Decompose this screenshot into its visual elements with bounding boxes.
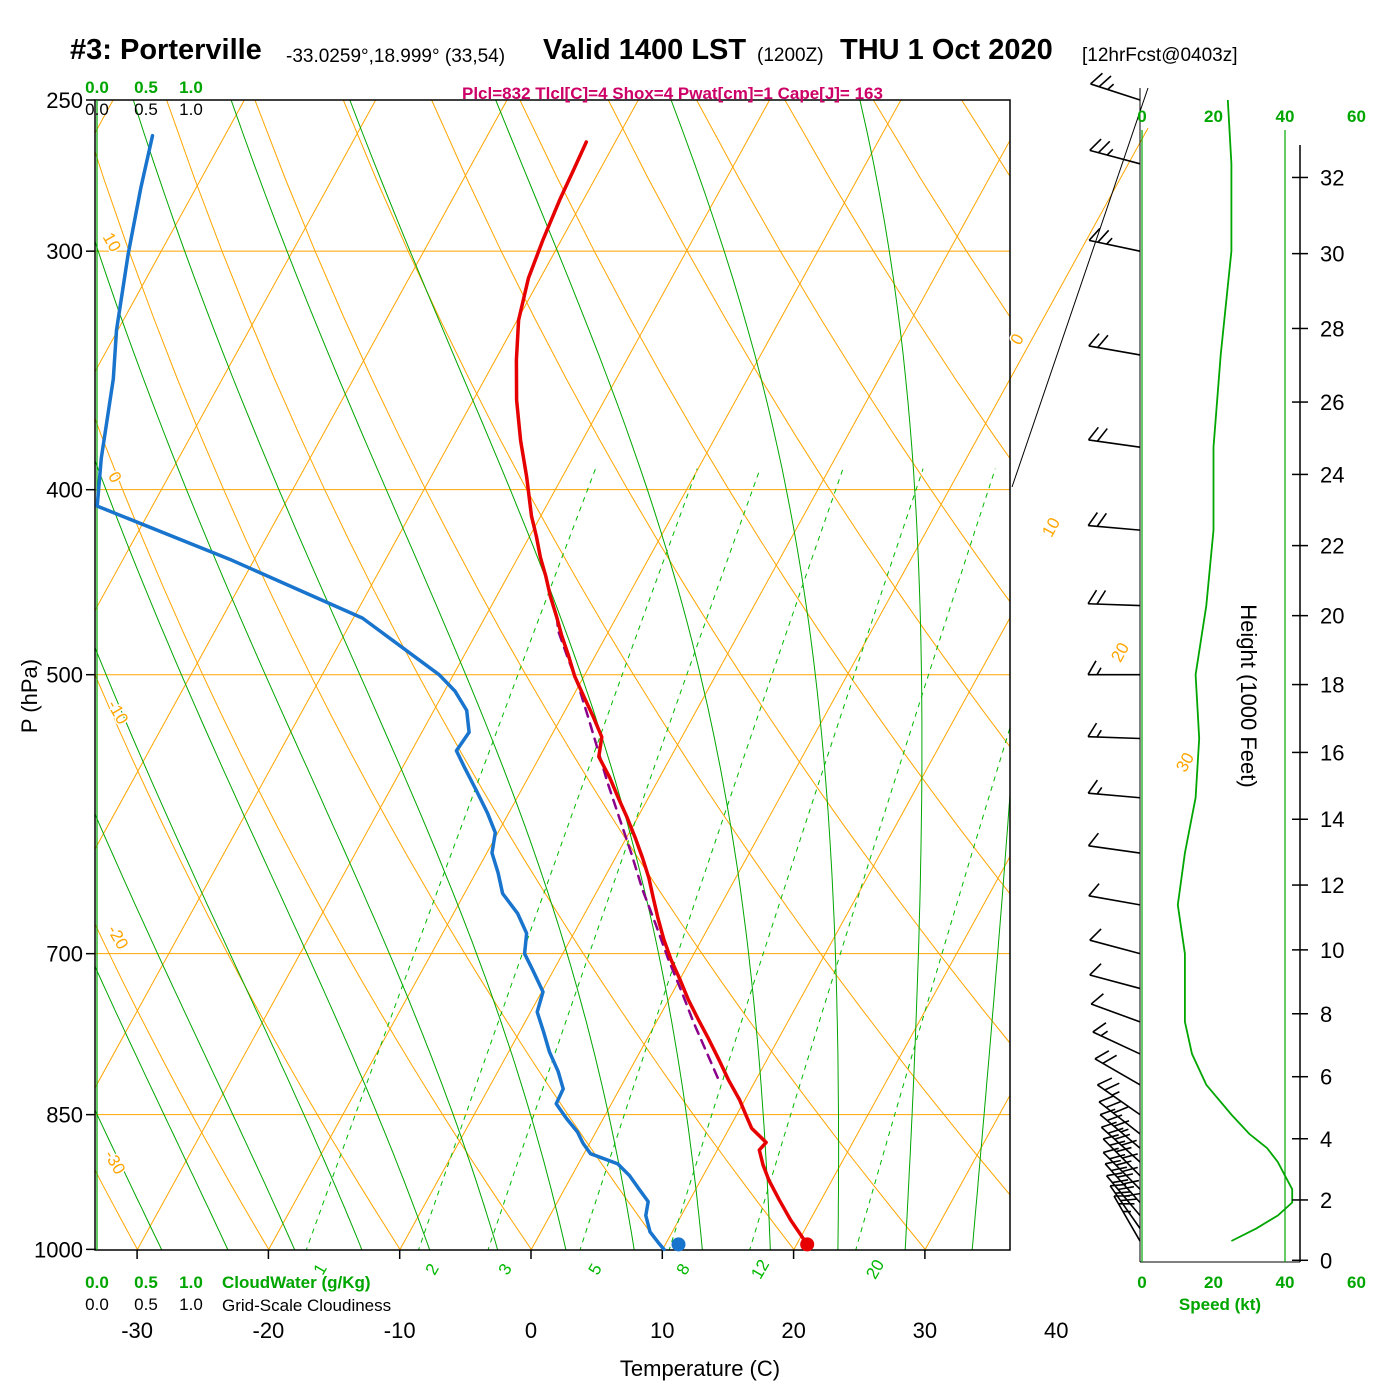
forecast-tag: [12hrFcst@0403z] (1082, 45, 1238, 66)
svg-text:30: 30 (913, 1318, 937, 1343)
svg-text:400: 400 (46, 478, 83, 503)
svg-text:60: 60 (1347, 1273, 1366, 1292)
height-axis-title: Height (1000 Feet) (1236, 604, 1261, 788)
svg-text:-20: -20 (253, 1318, 285, 1343)
sounding-curves (95, 133, 815, 1252)
svg-text:18: 18 (1320, 673, 1344, 698)
svg-text:700: 700 (46, 942, 83, 967)
pressure-axis-title: P (hPa) (17, 658, 42, 734)
svg-text:1000: 1000 (34, 1237, 83, 1262)
svg-text:0.5: 0.5 (134, 100, 158, 119)
svg-text:28: 28 (1320, 316, 1344, 341)
stability-indices: Plcl=832 Tlcl[C]=4 Shox=4 Pwat[cm]=1 Cap… (462, 84, 883, 103)
valid-time: Valid 1400 LST (543, 34, 747, 66)
svg-text:0.0: 0.0 (85, 1273, 109, 1292)
svg-text:6: 6 (1320, 1065, 1332, 1090)
svg-text:40: 40 (1276, 107, 1295, 126)
svg-text:40: 40 (1276, 1273, 1295, 1292)
svg-text:0: 0 (1320, 1248, 1332, 1273)
speed-profile-panel (1141, 99, 1294, 1262)
svg-text:20: 20 (781, 1318, 805, 1343)
svg-text:2: 2 (422, 1260, 443, 1278)
svg-text:20: 20 (862, 1256, 888, 1282)
svg-text:22: 22 (1320, 534, 1344, 559)
svg-text:32: 32 (1320, 165, 1344, 190)
svg-text:14: 14 (1320, 807, 1344, 832)
svg-text:20: 20 (1320, 604, 1344, 629)
plot-frame (86, 87, 1149, 1259)
station-coords: -33.0259°,18.999° (33,54) (286, 46, 506, 67)
svg-text:30: 30 (1320, 242, 1344, 267)
svg-text:0.5: 0.5 (134, 1295, 158, 1314)
svg-text:12: 12 (1320, 873, 1344, 898)
svg-text:5: 5 (585, 1260, 606, 1278)
wind-barb-column (1087, 72, 1300, 1263)
svg-text:0: 0 (525, 1318, 537, 1343)
svg-text:3: 3 (495, 1260, 516, 1278)
svg-text:8: 8 (1320, 1002, 1332, 1027)
temperature-axis-title: Temperature (C) (619, 1356, 781, 1381)
svg-text:-30: -30 (121, 1318, 153, 1343)
svg-text:1.0: 1.0 (179, 100, 203, 119)
svg-text:16: 16 (1320, 740, 1344, 765)
svg-text:8: 8 (673, 1260, 694, 1278)
svg-text:0.0: 0.0 (85, 100, 109, 119)
svg-text:-10: -10 (384, 1318, 416, 1343)
cloudiness-legend: Grid-Scale Cloudiness (222, 1296, 392, 1315)
svg-text:40: 40 (1044, 1318, 1068, 1343)
speed-axis-title: Speed (kt) (1178, 1295, 1262, 1314)
svg-text:0: 0 (104, 468, 125, 486)
svg-text:0.5: 0.5 (134, 78, 158, 97)
svg-text:0.5: 0.5 (134, 1273, 158, 1292)
svg-text:10: 10 (650, 1318, 674, 1343)
skewt-background-lines (95, 100, 1149, 1250)
svg-text:20: 20 (1204, 1273, 1223, 1292)
svg-text:1.0: 1.0 (179, 1273, 203, 1292)
svg-text:60: 60 (1347, 107, 1366, 126)
svg-text:850: 850 (46, 1103, 83, 1128)
svg-text:250: 250 (46, 88, 83, 113)
svg-text:10: 10 (1038, 514, 1064, 540)
svg-text:4: 4 (1320, 1127, 1332, 1152)
svg-text:0: 0 (1137, 1273, 1146, 1292)
svg-text:1.0: 1.0 (179, 1295, 203, 1314)
svg-text:1.0: 1.0 (179, 78, 203, 97)
svg-text:-10: -10 (103, 697, 132, 728)
svg-text:300: 300 (46, 239, 83, 264)
svg-text:0: 0 (1137, 107, 1146, 126)
svg-text:12: 12 (747, 1256, 773, 1282)
svg-text:-20: -20 (103, 922, 132, 953)
valid-zulu: (1200Z) (757, 45, 824, 66)
svg-text:24: 24 (1320, 462, 1344, 487)
svg-text:0.0: 0.0 (85, 1295, 109, 1314)
station-title: #3: Porterville (70, 34, 262, 66)
svg-text:30: 30 (1172, 749, 1198, 775)
svg-text:10: 10 (1320, 938, 1344, 963)
svg-text:2: 2 (1320, 1188, 1332, 1213)
cloudwater-legend: CloudWater (g/Kg) (222, 1273, 371, 1292)
svg-text:20: 20 (1204, 107, 1223, 126)
svg-text:500: 500 (46, 663, 83, 688)
svg-text:20: 20 (1107, 639, 1133, 665)
svg-text:26: 26 (1320, 390, 1344, 415)
svg-text:0.0: 0.0 (85, 78, 109, 97)
valid-date: THU 1 Oct 2020 (840, 34, 1053, 66)
